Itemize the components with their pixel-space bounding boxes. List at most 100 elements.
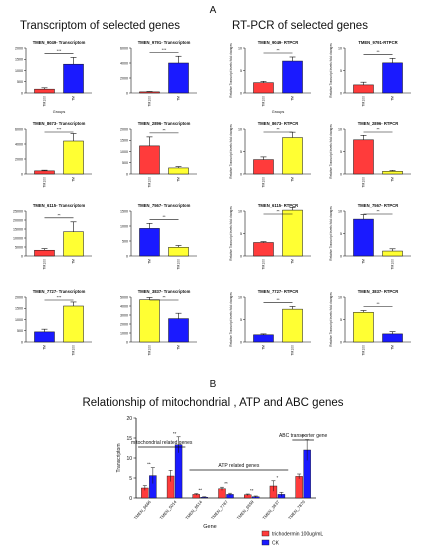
p13-y-tick-label: 1000	[15, 318, 23, 322]
p6-bar	[168, 167, 189, 175]
b-y-tick-label: 0	[129, 496, 132, 502]
p13-y-tick-label: 500	[17, 329, 23, 333]
p16-x-tick-label: TM	[391, 345, 395, 350]
p12-x-tick-label: TM	[362, 259, 366, 264]
p3-y-tick-label: 5	[240, 69, 242, 73]
p4-significance-mark: **	[376, 49, 380, 54]
p15-bar	[253, 334, 274, 343]
p7-x-tick-label: TM	[291, 177, 295, 182]
p4-y-axis-label: Relative Transcript levels fold changes	[329, 43, 333, 98]
p14-x-tick-label: TM	[177, 345, 181, 350]
p1-bar	[34, 88, 55, 94]
p2-y-tick-label: 6000	[120, 46, 128, 50]
p2-bar	[168, 62, 189, 94]
p9-bar	[63, 231, 84, 257]
p11-bar	[282, 209, 303, 257]
p9-x-tick-label: TM100	[43, 259, 47, 270]
p2-y-tick-label: 4000	[120, 61, 128, 65]
p8-bar	[353, 139, 374, 175]
p2-y-tick-label: 2000	[120, 76, 128, 80]
p14-title: TMEN_3837- Transcriptom	[138, 289, 191, 294]
b-y-tick-label: 10	[126, 456, 132, 462]
p9-y-tick-label: 15000	[13, 227, 23, 231]
p2-title: TMEN_9791- Transcriptom	[138, 40, 191, 45]
p12-y-tick-label: 0	[340, 254, 342, 258]
p11-y-tick-label: 0	[240, 254, 242, 258]
b-legend-label: trichodermin 100ug/mL	[272, 532, 323, 538]
p16-x-tick-label: TM100	[362, 345, 366, 356]
p6-y-tick-label: 0	[126, 172, 128, 176]
p15-title: TMEN_7727- RTPCR	[258, 289, 299, 294]
p10-x-tick-label: TM	[148, 259, 152, 264]
p3-y-axis-label: Relative Transcript levels fold changes	[229, 43, 233, 98]
p7-significance-mark: **	[276, 127, 280, 132]
p4-x-tick-label: TM	[391, 96, 395, 101]
p11-significance-mark: **	[276, 209, 280, 214]
p11-title: TMEN_6115- RTPCR	[258, 203, 298, 208]
p3-x-tick-label: TM100	[262, 96, 266, 107]
p13-y-tick-label: 2000	[15, 295, 23, 299]
p2-significance-mark: ***	[162, 47, 167, 52]
p15-y-tick-label: 10	[238, 295, 242, 299]
b-significance-mark: **	[173, 431, 177, 436]
p5-y-tick-label: 6000	[15, 127, 23, 131]
p9-y-tick-label: 10000	[13, 236, 23, 240]
p1-significance-mark: ***	[57, 48, 62, 53]
p1-y-tick-label: 0	[21, 91, 23, 95]
b-x-tick-label: TMEN_3837	[261, 499, 280, 521]
p15-significance-mark: **	[276, 297, 280, 302]
b-group-label: ATP related genes	[218, 463, 259, 469]
p15-x-tick-label: TM100	[291, 345, 295, 356]
p6-y-tick-label: 500	[122, 161, 128, 165]
p12-y-tick-label: 10	[338, 209, 342, 213]
p13-y-tick-label: 1500	[15, 307, 23, 311]
p6-x-tick-label: TM100	[148, 177, 152, 188]
b-x-tick-label: TMEN_7870	[287, 499, 306, 521]
p1-y-tick-label: 1500	[15, 58, 23, 62]
p1-y-tick-label: 1000	[15, 69, 23, 73]
p8-y-tick-label: 5	[340, 150, 342, 154]
p9-title: TMEN_6115- Transcriptom	[33, 203, 86, 208]
b-significance-mark: **	[301, 434, 305, 439]
p8-y-axis-label: Relative Transcript levels fold changes	[329, 124, 333, 179]
p15-y-tick-label: 0	[240, 340, 242, 344]
b-legend-label: CK	[272, 541, 280, 547]
p9-y-tick-label: 25000	[13, 209, 23, 213]
panel-b-label: B	[210, 379, 217, 390]
p1-bar	[63, 63, 84, 94]
p8-title: TMEN_2896- RTPCR	[358, 121, 399, 126]
p14-y-tick-label: 5000	[120, 295, 128, 299]
p5-bar	[34, 170, 55, 175]
p16-significance-mark: **	[376, 301, 380, 306]
p14-y-tick-label: 1000	[120, 331, 128, 335]
p7-y-tick-label: 5	[240, 150, 242, 154]
p4-y-tick-label: 5	[340, 69, 342, 73]
p11-y-tick-label: 5	[240, 232, 242, 236]
p13-significance-mark: ***	[57, 295, 62, 300]
p16-title: TMEN_3837- RTPCR	[358, 289, 399, 294]
b-significance-mark: *	[277, 475, 279, 480]
p3-y-tick-label: 10	[238, 46, 242, 50]
p7-bar	[282, 137, 303, 175]
p15-y-tick-label: 5	[240, 318, 242, 322]
b-legend-swatch	[261, 530, 270, 537]
p10-y-tick-label: 500	[122, 239, 128, 243]
p8-y-tick-label: 10	[338, 127, 342, 131]
p8-significance-mark: **	[376, 127, 380, 132]
p8-y-tick-label: 0	[340, 172, 342, 176]
panel-a-label: A	[210, 5, 217, 16]
p9-x-tick-label: TM	[72, 259, 76, 264]
p6-bar	[139, 145, 160, 175]
p3-bar	[253, 82, 274, 94]
p4-bar	[353, 84, 374, 94]
p14-x-tick-label: TM100	[148, 345, 152, 356]
p3-x-tick-label: TM	[291, 96, 295, 101]
p12-title: TMEN_7567- RTPCR	[358, 203, 399, 208]
p14-bar	[139, 299, 160, 343]
p5-significance-mark: ***	[57, 127, 62, 132]
p4-bar	[382, 62, 403, 94]
p1-x-tick-label: TM	[72, 96, 76, 101]
p9-significance-mark: **	[57, 212, 61, 217]
p13-x-tick-label: TM100	[72, 345, 76, 356]
p3-x-axis-label: Groups	[272, 110, 285, 114]
